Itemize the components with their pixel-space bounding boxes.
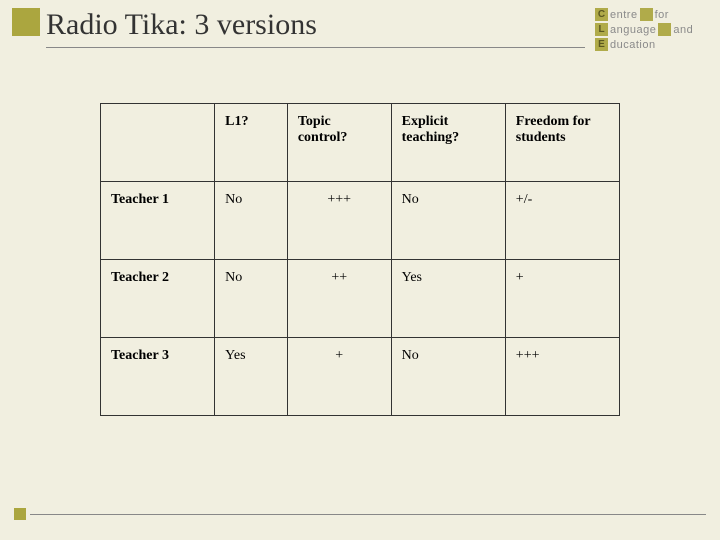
row-label: Teacher 3 bbox=[101, 338, 215, 416]
data-table-wrap: L1? Topic control? Explicit teaching? Fr… bbox=[100, 103, 620, 416]
cell: No bbox=[391, 338, 505, 416]
logo-text-1: entre bbox=[610, 9, 638, 21]
footer-bar bbox=[14, 508, 706, 520]
row-label: Teacher 1 bbox=[101, 182, 215, 260]
logo-row-2: L anguage and bbox=[593, 23, 708, 36]
title-wrap: Radio Tika: 3 versions bbox=[46, 8, 585, 48]
cell: No bbox=[215, 260, 288, 338]
col-header-3: Explicit teaching? bbox=[391, 104, 505, 182]
cell: + bbox=[287, 338, 391, 416]
col-header-1: L1? bbox=[215, 104, 288, 182]
logo-letter-c: C bbox=[595, 8, 608, 21]
cell: ++ bbox=[287, 260, 391, 338]
table-row: Teacher 1 No +++ No +/- bbox=[101, 182, 620, 260]
cell: + bbox=[505, 260, 619, 338]
logo-after-1: for bbox=[655, 9, 669, 21]
header: Radio Tika: 3 versions C entre for L ang… bbox=[0, 0, 720, 53]
logo-letter-e: E bbox=[595, 38, 608, 51]
logo-after-2: and bbox=[673, 24, 693, 36]
logo: C entre for L anguage and E ducation bbox=[593, 8, 708, 53]
footer-accent-square bbox=[14, 508, 26, 520]
table-row: Teacher 3 Yes + No +++ bbox=[101, 338, 620, 416]
page-title: Radio Tika: 3 versions bbox=[46, 8, 585, 48]
cell: Yes bbox=[391, 260, 505, 338]
cell: Yes bbox=[215, 338, 288, 416]
table-header-row: L1? Topic control? Explicit teaching? Fr… bbox=[101, 104, 620, 182]
footer-line bbox=[30, 514, 706, 515]
row-label: Teacher 2 bbox=[101, 260, 215, 338]
cell: No bbox=[391, 182, 505, 260]
cell: +++ bbox=[287, 182, 391, 260]
cell: +/- bbox=[505, 182, 619, 260]
logo-text-2: anguage bbox=[610, 24, 656, 36]
logo-row-1: C entre for bbox=[593, 8, 708, 21]
logo-square-spacer-2 bbox=[658, 23, 671, 36]
data-table: L1? Topic control? Explicit teaching? Fr… bbox=[100, 103, 620, 416]
col-header-4: Freedom for students bbox=[505, 104, 619, 182]
cell: +++ bbox=[505, 338, 619, 416]
logo-letter-l: L bbox=[595, 23, 608, 36]
table-row: Teacher 2 No ++ Yes + bbox=[101, 260, 620, 338]
table-head: L1? Topic control? Explicit teaching? Fr… bbox=[101, 104, 620, 182]
col-header-0 bbox=[101, 104, 215, 182]
accent-square bbox=[12, 8, 40, 36]
table-body: Teacher 1 No +++ No +/- Teacher 2 No ++ … bbox=[101, 182, 620, 416]
col-header-2: Topic control? bbox=[287, 104, 391, 182]
logo-row-3: E ducation bbox=[593, 38, 708, 51]
logo-square-spacer-1 bbox=[640, 8, 653, 21]
logo-text-3: ducation bbox=[610, 39, 656, 51]
cell: No bbox=[215, 182, 288, 260]
